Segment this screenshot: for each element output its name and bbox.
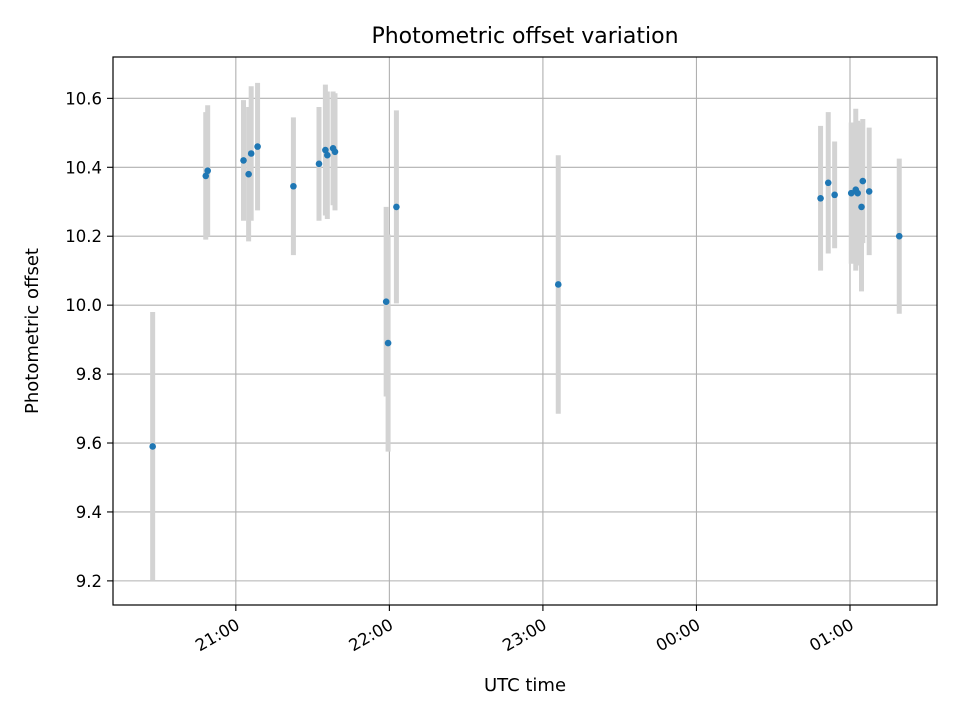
data-point xyxy=(859,177,867,185)
data-point xyxy=(290,182,297,190)
y-tick-label: 10.0 xyxy=(65,296,102,315)
y-tick-label: 10.2 xyxy=(65,227,102,246)
data-point xyxy=(254,143,261,150)
y-axis-label: Photometric offset xyxy=(22,248,43,414)
data-point xyxy=(895,232,903,240)
y-tick-label: 10.6 xyxy=(65,89,102,108)
data-point xyxy=(202,172,210,180)
data-point xyxy=(315,160,323,168)
y-axis-ticks: 9.2 9.4 9.6 9.8 10.0 10.2 10.4 10.6 xyxy=(65,89,113,591)
data-point xyxy=(393,203,400,211)
data-point xyxy=(382,298,390,306)
x-axis-label: UTC time xyxy=(484,675,566,696)
y-tick-label: 9.8 xyxy=(76,365,102,384)
data-point xyxy=(847,189,855,197)
y-tick-label: 9.2 xyxy=(76,572,102,591)
data-point xyxy=(858,203,865,211)
data-point xyxy=(554,281,562,288)
data-points xyxy=(149,143,903,450)
data-point xyxy=(384,339,392,347)
y-tick-label: 9.4 xyxy=(76,503,102,522)
data-point xyxy=(865,188,873,195)
data-point xyxy=(247,150,255,157)
data-point xyxy=(240,157,247,164)
data-point xyxy=(204,167,211,175)
chart-title: Photometric offset variation xyxy=(371,24,678,49)
data-point xyxy=(817,195,824,202)
data-point xyxy=(245,170,252,178)
data-point xyxy=(324,151,331,159)
data-point xyxy=(831,191,838,199)
y-tick-label: 9.6 xyxy=(76,434,102,453)
data-point xyxy=(331,148,339,156)
y-tick-label: 10.4 xyxy=(65,158,102,177)
data-point xyxy=(824,179,832,187)
data-point xyxy=(322,146,329,154)
data-point xyxy=(854,189,861,197)
plot-area-frame xyxy=(112,56,938,606)
data-point xyxy=(149,443,156,450)
